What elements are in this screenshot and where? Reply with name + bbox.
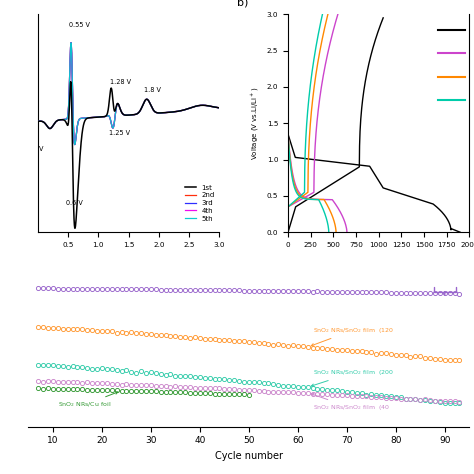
1st — [216, 105, 222, 110]
2nd — [180, 108, 186, 113]
X-axis label: Potential versus Li/Li$^+$ (V): Potential versus Li/Li$^+$ (V) — [78, 254, 179, 266]
5th — [180, 108, 186, 113]
2nd — [115, 101, 121, 107]
Text: V: V — [39, 146, 44, 152]
X-axis label: Cycle number: Cycle number — [215, 451, 283, 461]
1st — [72, 226, 78, 231]
Text: 0.55 V: 0.55 V — [69, 22, 91, 28]
5th — [115, 101, 121, 107]
2nd — [177, 108, 182, 114]
5th — [35, 118, 41, 124]
2nd — [109, 122, 114, 128]
Text: 1.28 V: 1.28 V — [110, 79, 132, 85]
3rd — [180, 108, 186, 113]
Text: SnO$_2$ NRs/SnO$_2$ film  (120: SnO$_2$ NRs/SnO$_2$ film (120 — [311, 326, 394, 346]
3rd — [160, 110, 165, 116]
Line: 3rd: 3rd — [38, 43, 219, 145]
Text: 1.25 V: 1.25 V — [109, 130, 130, 137]
3rd — [216, 105, 222, 110]
2nd — [35, 118, 41, 124]
Text: 0.6 V: 0.6 V — [66, 200, 82, 206]
5th — [160, 110, 165, 116]
4th — [160, 110, 165, 116]
2nd — [54, 118, 59, 124]
1st — [54, 118, 59, 124]
Text: SnO$_2$ NRs/SnO$_2$ film  (200: SnO$_2$ NRs/SnO$_2$ film (200 — [311, 368, 394, 386]
3rd — [35, 118, 41, 124]
Text: 1.8 V: 1.8 V — [144, 87, 161, 93]
3rd — [115, 101, 121, 107]
4th — [68, 40, 74, 46]
Legend: 1st, 2nd, 3rd, 4th, 5th: 1st, 2nd, 3rd, 4th, 5th — [182, 182, 218, 224]
2nd — [216, 105, 222, 110]
Text: b): b) — [237, 0, 249, 8]
4th — [177, 108, 182, 114]
Line: 2nd: 2nd — [38, 43, 219, 145]
4th — [216, 105, 222, 110]
Line: 5th: 5th — [38, 43, 219, 145]
4th — [180, 108, 186, 113]
2nd — [160, 110, 165, 116]
3rd — [109, 122, 114, 128]
4th — [115, 101, 121, 107]
Line: 4th: 4th — [38, 43, 219, 145]
3rd — [177, 108, 182, 114]
1st — [115, 101, 121, 107]
Text: SnO$_2$ NRs/SnO$_2$ film  (40: SnO$_2$ NRs/SnO$_2$ film (40 — [311, 393, 390, 412]
2nd — [68, 40, 74, 46]
2nd — [72, 142, 78, 147]
5th — [109, 122, 114, 128]
1st — [109, 86, 114, 91]
5th — [72, 142, 78, 147]
4th — [54, 118, 59, 124]
3rd — [72, 142, 78, 147]
Text: SnO$_2$ NRs/Cu foil: SnO$_2$ NRs/Cu foil — [58, 392, 118, 410]
Line: 1st: 1st — [38, 82, 219, 228]
Y-axis label: Voltage (V vs.Li/Li$^+$): Voltage (V vs.Li/Li$^+$) — [250, 87, 261, 160]
3rd — [68, 40, 74, 46]
5th — [68, 40, 74, 46]
5th — [177, 108, 182, 114]
1st — [35, 118, 41, 124]
1st — [177, 108, 182, 114]
X-axis label: Capacity (mA h g$^{-1}$): Capacity (mA h g$^{-1}$) — [339, 254, 418, 268]
4th — [35, 118, 41, 124]
1st — [180, 108, 186, 113]
5th — [54, 118, 59, 124]
4th — [109, 122, 114, 128]
3rd — [54, 118, 59, 124]
1st — [160, 110, 165, 116]
1st — [68, 79, 73, 84]
5th — [216, 105, 222, 110]
4th — [72, 142, 78, 147]
